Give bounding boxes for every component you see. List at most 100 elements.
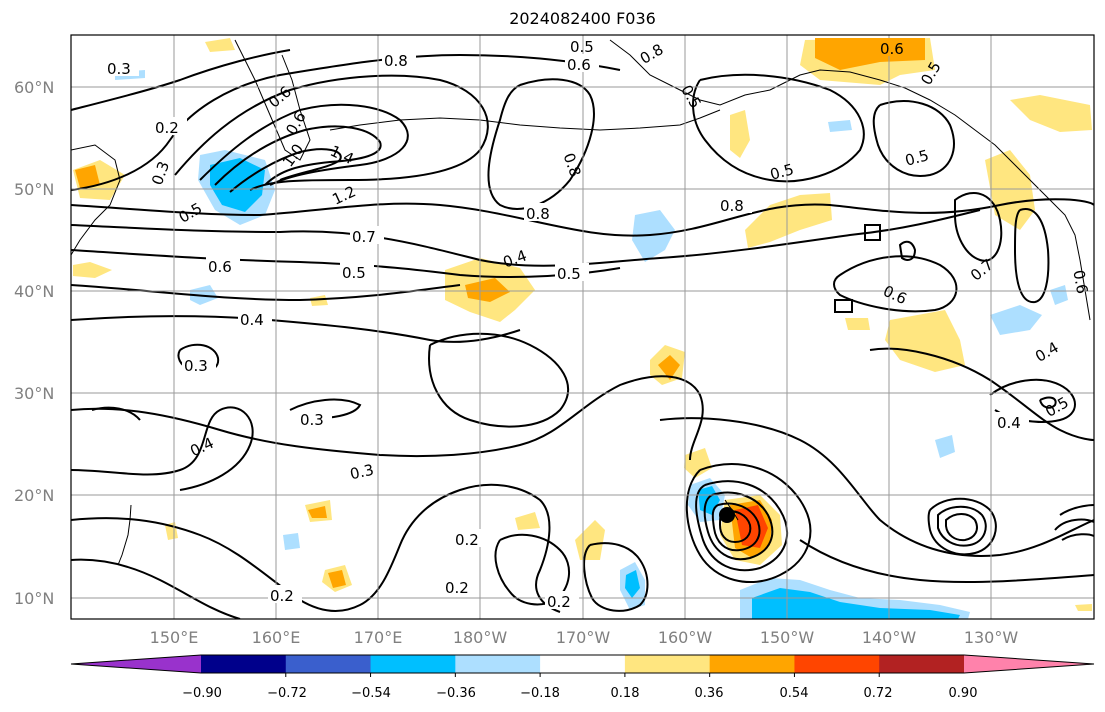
contour-line	[834, 299, 853, 313]
contour-label: 0.5	[903, 146, 931, 170]
fill-positive	[658, 355, 680, 380]
contour-label: 0.5	[677, 82, 705, 112]
lon-tick-label: 180°W	[453, 628, 508, 647]
contour-label: 0.2	[155, 119, 179, 137]
contour-line	[695, 480, 789, 572]
contour-label: 0.4	[240, 311, 264, 329]
contour-label: 0.7	[352, 228, 376, 246]
colorbar-tick-labels: −0.90 −0.72 −0.54 −0.36 −0.18 0.18 0.36 …	[182, 686, 977, 701]
contour-line	[864, 224, 881, 241]
contour-label: 0.7	[967, 255, 997, 284]
contour-label: 0.4	[1032, 338, 1062, 366]
fill-positive	[1010, 95, 1092, 132]
lat-tick-label: 40°N	[14, 282, 54, 301]
storm-center-marker	[719, 507, 735, 523]
fill-positive	[985, 150, 1035, 230]
fill-positive	[205, 38, 235, 52]
contour-line	[229, 148, 342, 193]
colorbar-extend-low	[71, 655, 201, 673]
contour-label: 0.6	[567, 56, 591, 74]
colorbar-tick-label: 0.90	[949, 686, 978, 701]
fill-negative	[752, 588, 960, 619]
colorbar-segment	[879, 655, 965, 673]
contour-line	[71, 558, 241, 619]
contour-label: 0.3	[300, 411, 324, 429]
contour-line	[872, 100, 955, 177]
contour-line	[71, 284, 461, 302]
fill-negative	[935, 435, 955, 458]
colorbar-outline	[70, 654, 1095, 674]
colorbar-segment	[709, 655, 795, 673]
fill-positive	[845, 318, 870, 330]
contour-label: 0.6	[880, 40, 904, 58]
lon-tick-label: 170°W	[556, 628, 611, 647]
contour-label: 0.8	[559, 151, 584, 180]
colorbar-tick-label: 0.36	[695, 686, 724, 701]
fill-negative	[283, 533, 300, 550]
fill-positive	[75, 165, 100, 188]
contour-line	[199, 103, 409, 186]
contour-line	[71, 315, 521, 343]
fill-positive	[73, 262, 112, 278]
contour-line	[937, 505, 987, 547]
contour-line	[927, 497, 997, 556]
fill-positive	[515, 512, 540, 530]
colorbar-tick-label: −0.18	[520, 686, 560, 701]
contour-line	[711, 502, 761, 552]
contour-line	[487, 78, 595, 210]
contour-line	[71, 249, 621, 279]
lon-axis: 150°E 160°E 170°E 180°W 170°W 160°W 150°…	[150, 628, 1019, 647]
colorbar-segment	[455, 655, 541, 673]
colorbar-segment	[540, 655, 626, 673]
fill-positive	[1075, 604, 1092, 611]
contour-line	[428, 332, 570, 428]
contour-line	[71, 49, 291, 111]
contour-line	[71, 406, 254, 491]
plot-frame	[70, 34, 1095, 620]
colorbar-segment	[624, 655, 711, 673]
colorbar	[70, 654, 1095, 677]
contour-line	[71, 483, 561, 613]
fill-negative	[828, 120, 852, 132]
contour-line	[1013, 208, 1050, 304]
coastline-alaska	[609, 39, 1091, 321]
lat-axis: 60°N 50°N 40°N 30°N 20°N 10°N	[14, 78, 54, 608]
contour-label: 0.6	[282, 108, 310, 138]
fill-negative	[632, 210, 675, 262]
colorbar-tick-label: 0.54	[780, 686, 809, 701]
coastline-asia	[71, 144, 121, 256]
contour-line	[174, 74, 489, 191]
contour-label: 0.5	[176, 199, 206, 227]
contour-label: 0.5	[768, 160, 796, 184]
contour-line	[898, 240, 917, 261]
contour-line	[954, 191, 1003, 262]
contour-line	[685, 463, 812, 584]
contour-label: 0.5	[570, 38, 594, 56]
contour-line	[71, 209, 981, 267]
contour-label: 0.4	[997, 414, 1021, 432]
contour-line	[799, 539, 1094, 584]
colorbar-segment	[794, 655, 880, 673]
contour-label: 0.2	[270, 587, 294, 605]
lat-tick-label: 60°N	[14, 78, 54, 97]
coastline-kamchatka	[234, 39, 311, 161]
contour-line	[692, 73, 865, 183]
contour-label: 0.6	[1069, 269, 1091, 296]
contour-label: 0.3	[107, 60, 131, 78]
fill-positive	[465, 278, 510, 302]
contour-label: 0.5	[342, 264, 366, 282]
contour-label: 0.2	[445, 579, 469, 597]
contour-label: 0.3	[348, 461, 375, 484]
contour-label: 0.8	[637, 40, 667, 68]
contour-label: 1.2	[329, 182, 358, 208]
colorbar-segment	[285, 655, 372, 673]
fill-positive	[310, 295, 328, 306]
map-title: 2024082400 F036	[509, 9, 656, 28]
contour-line	[71, 375, 704, 461]
lat-tick-label: 20°N	[14, 486, 54, 505]
fill-positive	[730, 110, 750, 158]
contour-line	[869, 347, 1094, 441]
lon-tick-label: 160°W	[658, 628, 713, 647]
contour-label: 0.8	[720, 197, 744, 215]
contour-line	[583, 542, 649, 612]
